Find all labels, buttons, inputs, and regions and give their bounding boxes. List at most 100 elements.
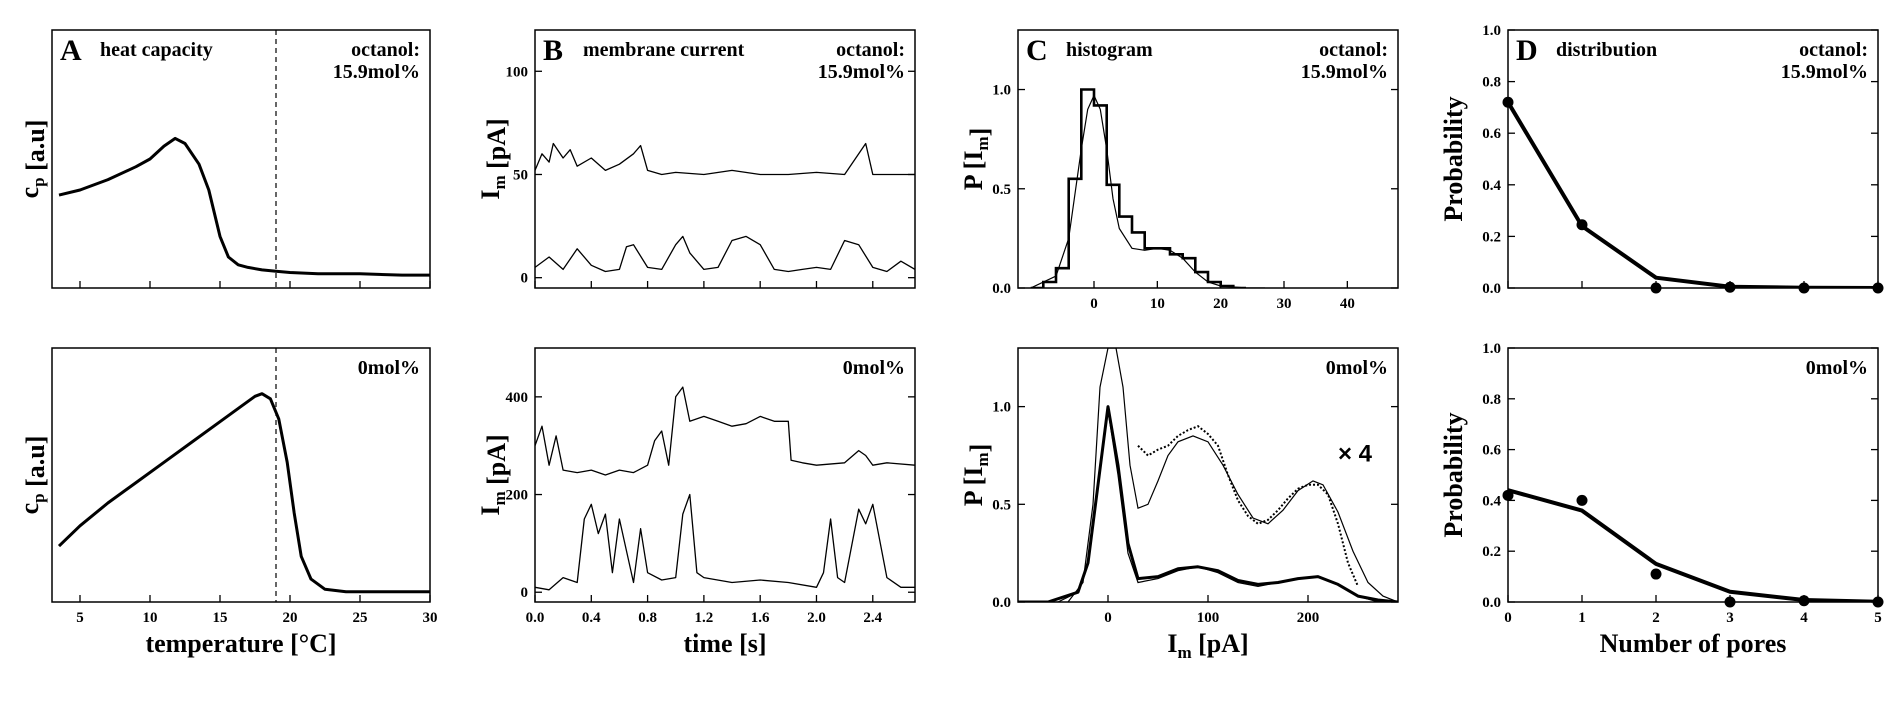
data-point [1798, 282, 1810, 294]
data-point [1798, 595, 1810, 607]
data-point [1724, 281, 1736, 293]
x-tick-label: 2.0 [807, 610, 826, 626]
y-tick-label: 1.0 [1482, 23, 1501, 39]
plot-area [58, 136, 430, 277]
x-tick-label: 30 [1277, 296, 1292, 312]
y-axis-label-part: [I [959, 151, 988, 176]
y-axis-label: Im [pA] [476, 434, 511, 515]
annotation: octanol: [1319, 39, 1388, 61]
y-axis-label-part: [a.u] [21, 436, 50, 494]
x-tick-label: 4 [1800, 610, 1808, 626]
series-cp [58, 136, 430, 277]
y-axis-label-part: P [959, 174, 988, 190]
panel-letter: A [60, 34, 82, 67]
annotation: 0mol% [1806, 357, 1868, 379]
y-axis-label: cp [a.u] [15, 436, 50, 515]
axes-frame [51, 29, 431, 289]
panel-C_top: 0.0 0.5 1.0 0 10 20 30 40 C histogram octanol:15.9… [959, 29, 1399, 312]
fit-line [1508, 101, 1878, 288]
x-tick-label: 0.8 [638, 610, 657, 626]
panel-title: heat capacity [100, 39, 213, 61]
x-tick-label: 20 [1213, 296, 1228, 312]
panel-D_top: 0.0 0.2 0.4 0.6 0.8 1.0 D distribution octanol:1… [1439, 23, 1884, 297]
x-axis-label-part: temperature [°C] [145, 629, 336, 658]
y-tick-label: 0.6 [1482, 126, 1501, 142]
axes-frame [1017, 29, 1399, 289]
axes-frame [1507, 347, 1879, 603]
series-trace_high [535, 142, 915, 176]
data-point [1650, 282, 1662, 294]
panel-B_bottom: 0 200 400 0.0 0.4 0.8 1.2 1.6 2.0 2.4 0mol% Im [pA]… [476, 347, 916, 658]
plot-area [1508, 488, 1878, 602]
data-point [1576, 494, 1588, 506]
data-point [1724, 596, 1736, 608]
panel-B_top: 0 50 100 B membrane current octanol:15.9mol% I… [476, 29, 916, 289]
annotation: 0mol% [1326, 357, 1388, 379]
x-tick-label: 1 [1578, 610, 1586, 626]
x-tick-label: 10 [143, 610, 158, 626]
y-axis-label: Im [pA] [476, 118, 511, 199]
x-axis-label: Im [pA] [1167, 629, 1248, 662]
x-axis-label: Number of pores [1600, 629, 1787, 658]
y-tick-label: 100 [506, 64, 529, 80]
fit-line-fit [1018, 410, 1398, 602]
series-trace_low [535, 493, 915, 591]
panel-letter: C [1026, 34, 1048, 67]
panel-letter: D [1516, 34, 1538, 67]
plot-area [1030, 88, 1265, 288]
annotation: 15.9mol% [1781, 61, 1868, 83]
x-tick-label: 25 [353, 610, 368, 626]
y-axis-label-part: m [490, 491, 509, 505]
y-axis-label-part: c [15, 187, 44, 199]
fit-line [1030, 94, 1265, 288]
x-tick-label: 2 [1652, 610, 1660, 626]
y-tick-label: 0.5 [992, 182, 1011, 198]
y-axis-label-part: m [973, 452, 992, 466]
x-tick-label: 40 [1340, 296, 1355, 312]
series-trace_low [535, 235, 915, 273]
y-axis-label: Probability [1439, 96, 1468, 221]
data-point [1502, 96, 1514, 108]
y-tick-label: 50 [513, 167, 528, 183]
annotation: 15.9mol% [818, 61, 905, 83]
y-axis-label-part: [pA] [482, 434, 511, 491]
annotation: 0mol% [358, 357, 420, 379]
x-tick-label: 200 [1297, 610, 1320, 626]
fit-line [1508, 488, 1878, 602]
series-data [1018, 405, 1398, 602]
x-tick-label: 0 [1090, 296, 1098, 312]
panel-title: distribution [1556, 39, 1657, 61]
y-tick-label: 0.8 [1482, 392, 1501, 408]
y-tick-label: 0 [521, 585, 529, 601]
x-tick-label: 5 [76, 610, 84, 626]
x-tick-label: 0.0 [526, 610, 545, 626]
x-tick-label: 15 [213, 610, 228, 626]
y-tick-label: 1.0 [992, 83, 1011, 99]
x-axis-label-part: Number of pores [1600, 629, 1787, 658]
axes-frame [51, 347, 431, 603]
x-axis-label-sub: m [1177, 643, 1191, 662]
axes-frame [1017, 347, 1399, 603]
y-tick-label: 0.0 [1482, 595, 1501, 611]
panel-A_bottom: 5 10 15 20 25 30 0mol% cp [a.u] temperature [°C] [15, 347, 438, 658]
y-tick-label: 1.0 [992, 400, 1011, 416]
y-axis-label-part: m [490, 175, 509, 189]
y-tick-label: 0.2 [1482, 229, 1501, 245]
multiplier-label: × 4 [1338, 440, 1373, 467]
y-axis-label-part: Probability [1439, 96, 1468, 221]
y-tick-label: 0.0 [1482, 281, 1501, 297]
series-trace_high [535, 386, 915, 476]
y-axis-label: cp [a.u] [15, 120, 50, 199]
y-tick-label: 400 [506, 390, 529, 406]
panel-title: membrane current [583, 39, 745, 61]
x-tick-label: 0.4 [582, 610, 601, 626]
y-axis-label-part: P [959, 490, 988, 506]
x-tick-label: 2.4 [863, 610, 882, 626]
y-axis-label-part: [pA] [482, 118, 511, 175]
y-axis-label-part: I [476, 190, 505, 200]
y-tick-label: 200 [506, 488, 529, 504]
x-tick-label: 30 [423, 610, 438, 626]
